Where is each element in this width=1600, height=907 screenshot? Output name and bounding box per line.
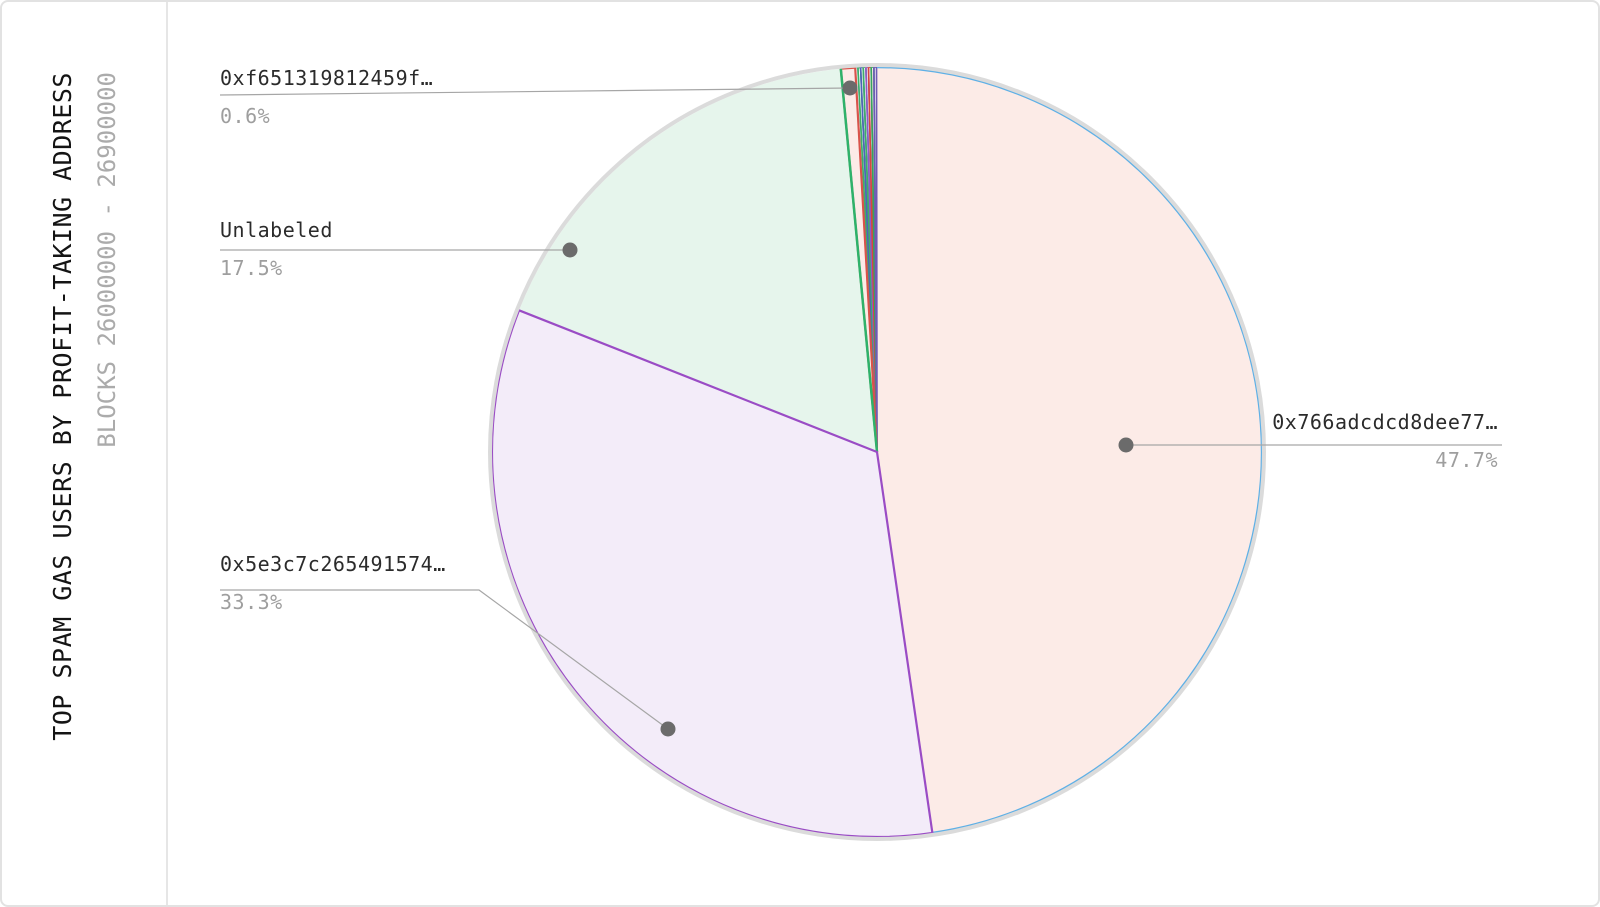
pie-slice-seg-unlabeled[interactable] <box>519 68 877 452</box>
callout-seg-unlabeled: Unlabeled 17.5% <box>220 218 333 280</box>
callout-percent: 17.5% <box>220 256 283 280</box>
callout-percent: 47.7% <box>1435 448 1498 472</box>
callout-dot <box>562 242 578 258</box>
callout-label: 0xf651319812459f… <box>220 66 434 90</box>
callout-line <box>219 87 851 96</box>
callout-dot <box>660 721 676 737</box>
pie-slice-stroke-seg-766a <box>876 65 1264 835</box>
pie-outer-ring <box>488 63 1266 841</box>
callout-percent: 33.3% <box>220 590 283 614</box>
callout-line <box>220 589 669 730</box>
callout-label: 0x5e3c7c265491574… <box>220 552 446 576</box>
callout-label: Unlabeled <box>220 218 333 242</box>
callout-seg-f651: 0xf651319812459f… 0.6% <box>220 66 433 128</box>
callout-label: 0x766adcdcd8dee77… <box>1272 410 1498 434</box>
callout-dot <box>1118 437 1134 453</box>
pie-slice-stroke-seg-unlabeled <box>839 68 879 453</box>
vertical-divider <box>166 2 168 905</box>
pie-slice-seg-5e3c[interactable] <box>491 310 933 838</box>
pie-slice-seg-766a[interactable] <box>877 66 1263 833</box>
callout-percent: 0.6% <box>220 104 271 128</box>
callout-seg-5e3c: 0x5e3c7c265491574… 33.3% <box>220 552 446 614</box>
callout-dot <box>842 80 858 96</box>
callout-seg-766a: 0x766adcdcd8dee77… 47.7% <box>1272 410 1498 472</box>
pie-slice-stroke-seg-5e3c <box>490 309 934 839</box>
